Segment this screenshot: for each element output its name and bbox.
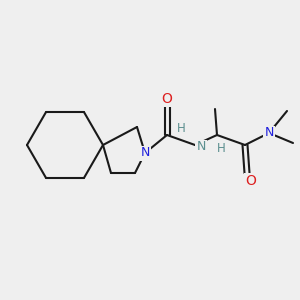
Text: O: O [162, 92, 172, 106]
Text: N: N [140, 146, 150, 160]
Text: N: N [196, 140, 206, 154]
Text: O: O [246, 174, 256, 188]
Text: H: H [217, 142, 225, 155]
Text: N: N [264, 127, 274, 140]
Text: H: H [177, 122, 185, 134]
